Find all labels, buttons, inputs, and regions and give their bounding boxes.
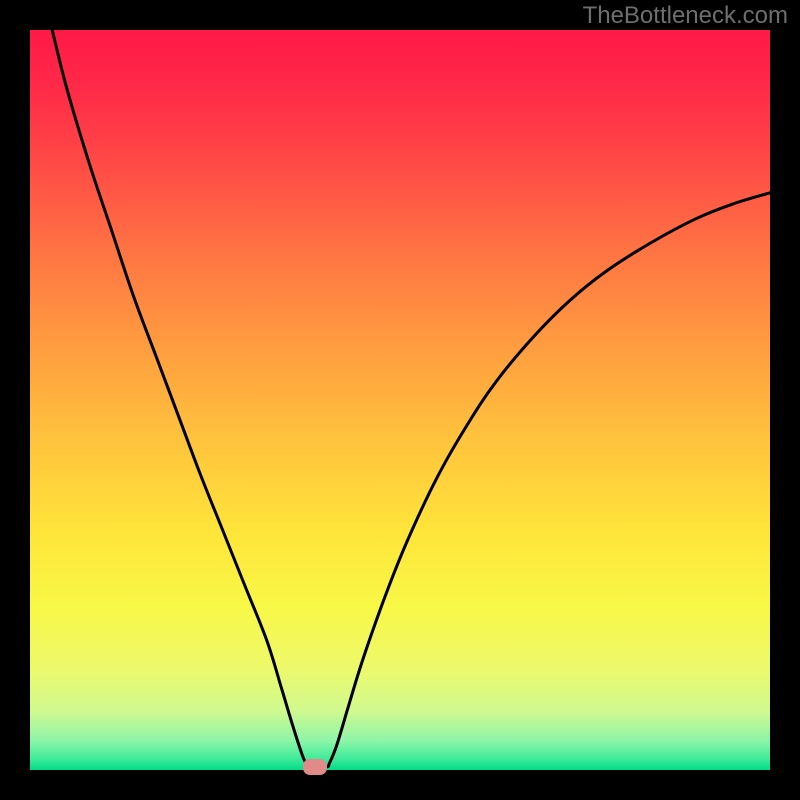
watermark-text: TheBottleneck.com (583, 2, 788, 30)
chart-frame (30, 30, 770, 770)
minimum-marker (303, 759, 327, 775)
bottleneck-curve (30, 30, 770, 770)
